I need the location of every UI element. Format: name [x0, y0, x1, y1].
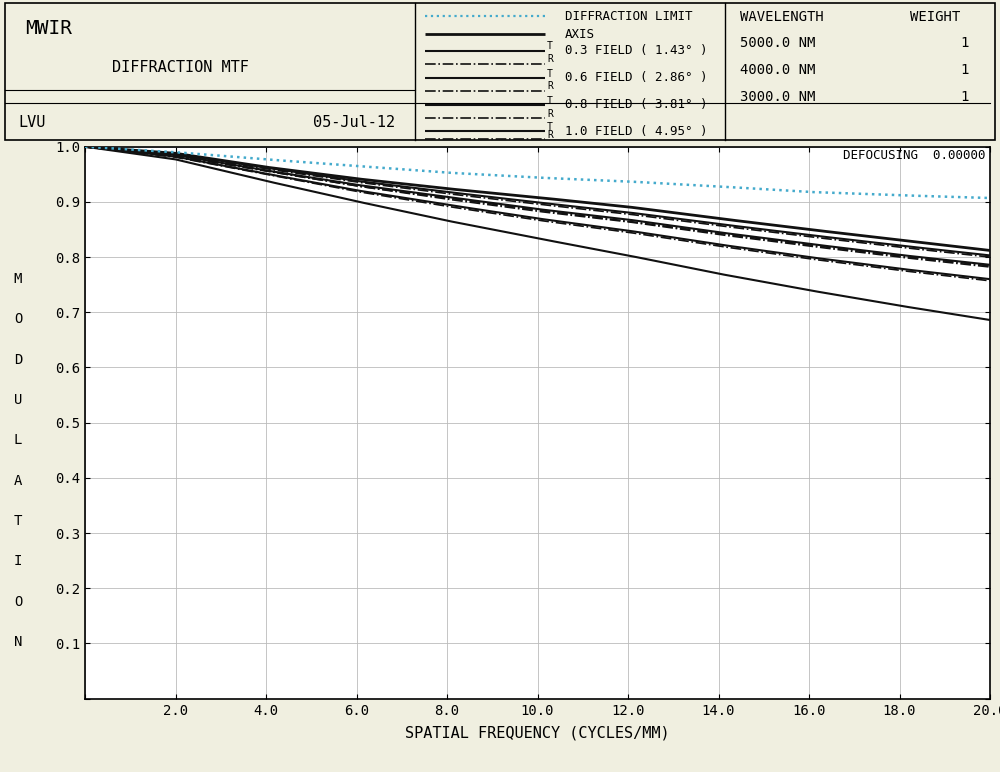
- Text: 0.6 FIELD ( 2.86° ): 0.6 FIELD ( 2.86° ): [565, 71, 708, 84]
- Text: WAVELENGTH: WAVELENGTH: [740, 10, 824, 24]
- Text: R: R: [547, 81, 553, 91]
- Text: 0.3 FIELD ( 1.43° ): 0.3 FIELD ( 1.43° ): [565, 44, 708, 57]
- Text: R: R: [547, 130, 553, 140]
- Text: T: T: [14, 514, 22, 528]
- Text: T: T: [547, 122, 553, 132]
- Text: DIFFRACTION LIMIT: DIFFRACTION LIMIT: [565, 10, 692, 23]
- Text: 1: 1: [960, 90, 968, 104]
- Text: A: A: [14, 474, 22, 488]
- Text: DIFFRACTION MTF: DIFFRACTION MTF: [112, 60, 248, 76]
- X-axis label: SPATIAL FREQUENCY (CYCLES/MM): SPATIAL FREQUENCY (CYCLES/MM): [405, 726, 670, 741]
- Text: T: T: [547, 96, 553, 106]
- Text: MWIR: MWIR: [25, 19, 72, 38]
- Text: 1: 1: [960, 36, 968, 50]
- Text: 05-Jul-12: 05-Jul-12: [313, 115, 395, 130]
- Text: T: T: [547, 42, 553, 52]
- Text: 3000.0 NM: 3000.0 NM: [740, 90, 815, 104]
- Text: U: U: [14, 393, 22, 407]
- Text: N: N: [14, 635, 22, 648]
- Text: R: R: [547, 54, 553, 64]
- Text: LVU: LVU: [18, 115, 45, 130]
- Text: 5000.0 NM: 5000.0 NM: [740, 36, 815, 50]
- Text: O: O: [14, 313, 22, 327]
- Text: I: I: [14, 554, 22, 568]
- Text: 1: 1: [960, 63, 968, 77]
- Text: 4000.0 NM: 4000.0 NM: [740, 63, 815, 77]
- Text: AXIS: AXIS: [565, 28, 595, 41]
- Text: DEFOCUSING  0.00000: DEFOCUSING 0.00000: [843, 150, 985, 162]
- Text: 0.8 FIELD ( 3.81° ): 0.8 FIELD ( 3.81° ): [565, 99, 708, 111]
- Text: L: L: [14, 433, 22, 447]
- Text: 1.0 FIELD ( 4.95° ): 1.0 FIELD ( 4.95° ): [565, 125, 708, 138]
- Text: WEIGHT: WEIGHT: [910, 10, 960, 24]
- Text: T: T: [547, 69, 553, 79]
- Text: D: D: [14, 353, 22, 367]
- Text: M: M: [14, 273, 22, 286]
- Text: R: R: [547, 109, 553, 119]
- Text: O: O: [14, 594, 22, 608]
